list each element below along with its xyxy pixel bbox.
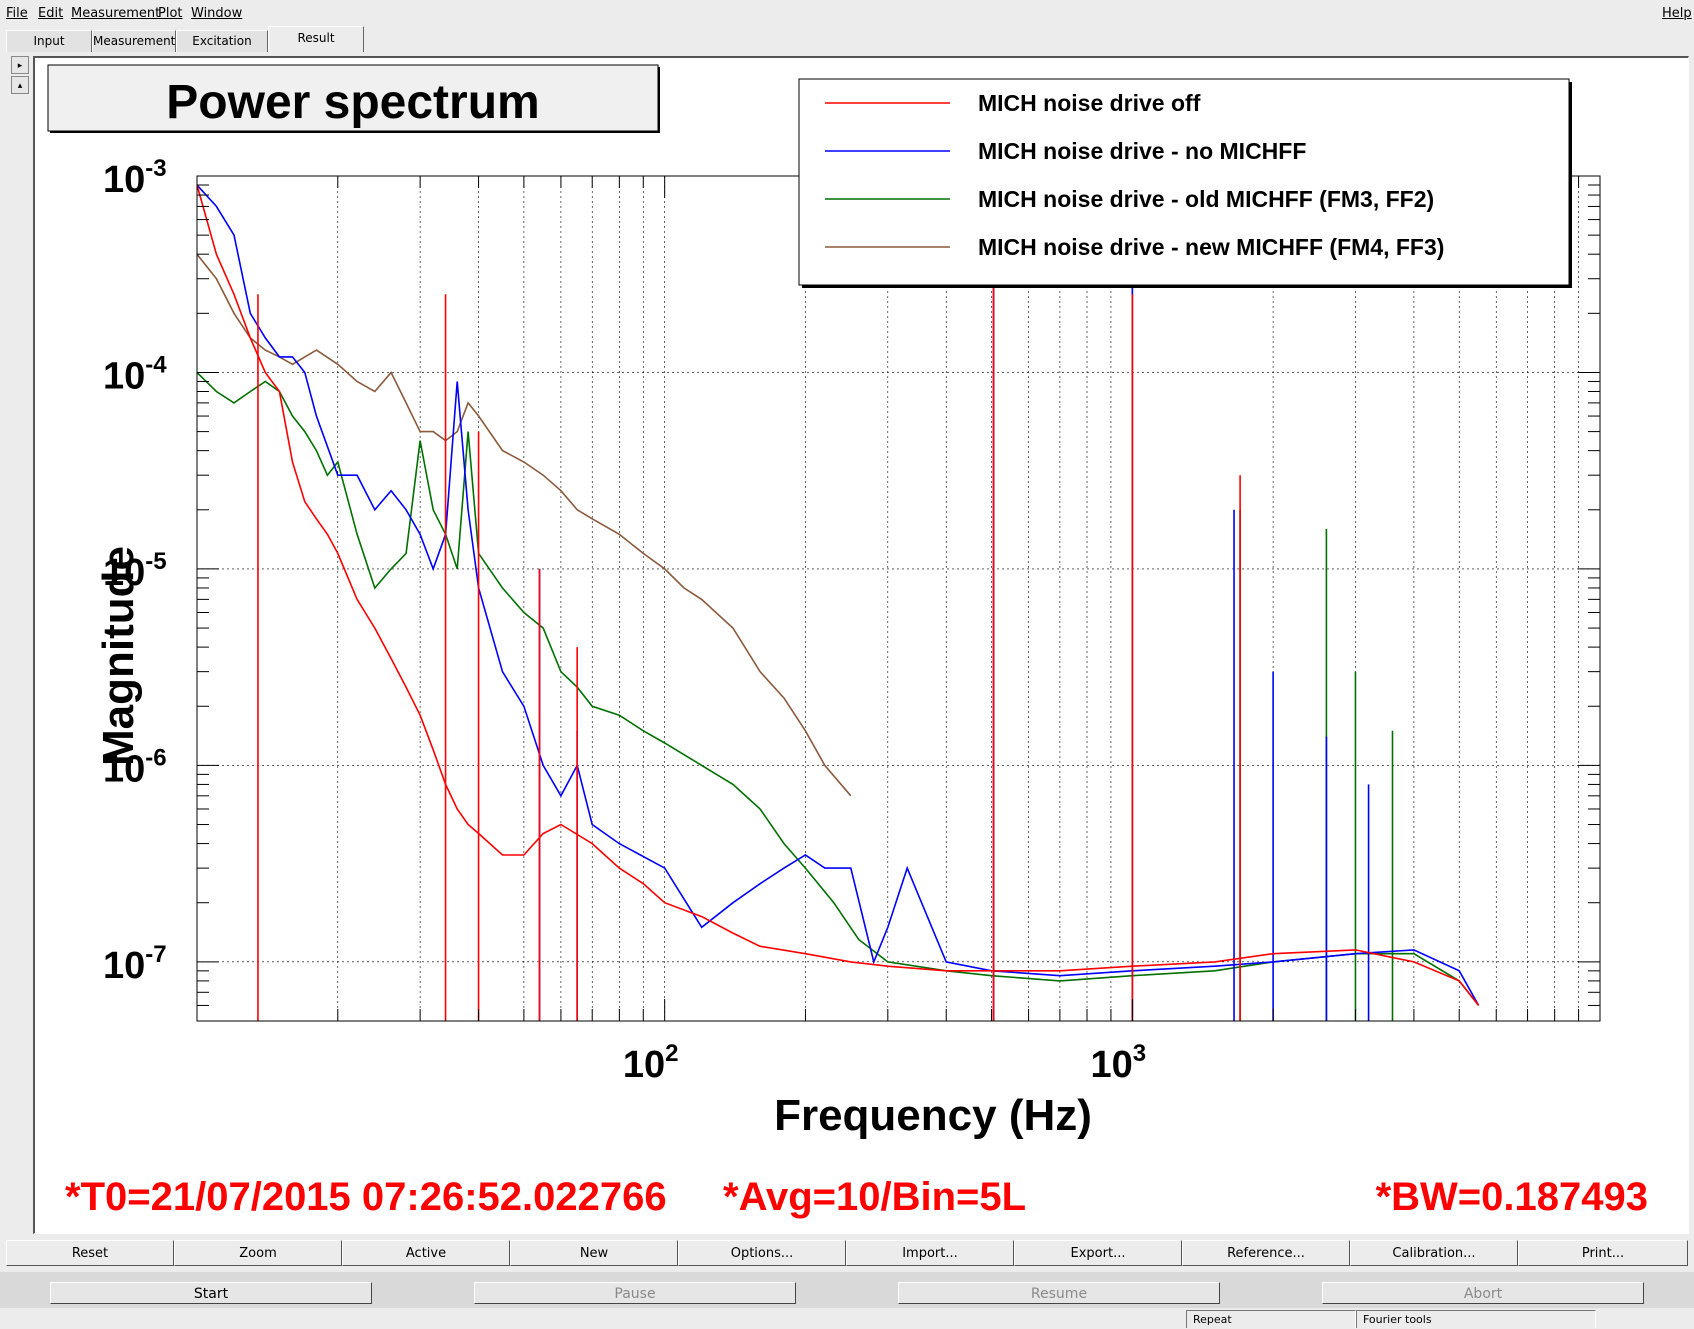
expand-right-icon[interactable]: ▸ xyxy=(11,56,29,74)
series-line-0 xyxy=(197,184,1480,1006)
import-button[interactable]: Import... xyxy=(846,1240,1014,1266)
legend-label-0: MICH noise drive off xyxy=(978,90,1201,116)
series-line-1 xyxy=(197,184,1480,1006)
menu-bar: File Edit Measurement Plot Window Help xyxy=(0,0,1694,26)
menu-help[interactable]: Help xyxy=(1662,6,1692,21)
zoom-button[interactable]: Zoom xyxy=(174,1240,342,1266)
x-tick-label: 102 xyxy=(623,1040,679,1086)
resume-button[interactable]: Resume xyxy=(898,1282,1220,1304)
x-tick-label: 103 xyxy=(1091,1040,1147,1086)
status-bar: Repeat Fourier tools xyxy=(0,1308,1694,1328)
y-tick-label: 10-4 xyxy=(103,351,167,397)
series-line-2 xyxy=(197,371,1480,1006)
menu-window[interactable]: Window xyxy=(191,6,243,21)
y-tick-label: 10-7 xyxy=(103,941,167,987)
start-button[interactable]: Start xyxy=(50,1282,372,1304)
calibration-button[interactable]: Calibration... xyxy=(1350,1240,1518,1266)
options-button[interactable]: Options... xyxy=(678,1240,846,1266)
t0-annotation: *T0=21/07/2015 07:26:52.022766 xyxy=(65,1175,667,1219)
active-button[interactable]: Active xyxy=(342,1240,510,1266)
tab-excitation[interactable]: Excitation xyxy=(176,30,268,52)
menu-plot[interactable]: Plot xyxy=(158,6,183,21)
legend-entries: MICH noise drive off MICH noise drive - n… xyxy=(825,90,1444,260)
series-line-3 xyxy=(197,253,852,797)
title-box xyxy=(47,64,659,132)
legend-label-3: MICH noise drive - new MICHFF (FM4, FF3) xyxy=(978,234,1444,260)
tab-result[interactable]: Result xyxy=(268,26,364,52)
export-button[interactable]: Export... xyxy=(1014,1240,1182,1266)
menu-edit[interactable]: Edit xyxy=(38,6,64,21)
series-layer xyxy=(197,184,1480,1021)
tab-bar: Input Measurement Excitation Result xyxy=(0,26,1694,52)
menu-file[interactable]: File xyxy=(6,6,28,21)
menu-measurement[interactable]: Measurement xyxy=(71,6,161,21)
new-button[interactable]: New xyxy=(510,1240,678,1266)
plot-toolbar: Reset Zoom Active New Options... Import.… xyxy=(6,1240,1690,1266)
bw-annotation: *BW=0.187493 xyxy=(1376,1175,1648,1219)
tab-input[interactable]: Input xyxy=(6,30,92,52)
y-tick-label: 10-3 xyxy=(103,155,167,201)
tab-measurement[interactable]: Measurement xyxy=(92,30,176,52)
reset-button[interactable]: Reset xyxy=(6,1240,174,1266)
legend xyxy=(798,78,1570,286)
avg-annotation: *Avg=10/Bin=5L xyxy=(723,1175,1026,1219)
reference-button[interactable]: Reference... xyxy=(1182,1240,1350,1266)
x-axis-label: Frequency (Hz) xyxy=(774,1091,1092,1140)
status-repeat: Repeat xyxy=(1186,1310,1356,1328)
legend-label-1: MICH noise drive - no MICHFF xyxy=(978,138,1306,164)
y-tick-label: 10-5 xyxy=(103,548,167,594)
pause-button[interactable]: Pause xyxy=(474,1282,796,1304)
status-fourier-tools: Fourier tools xyxy=(1356,1310,1596,1328)
print-button[interactable]: Print... xyxy=(1518,1240,1688,1266)
legend-label-2: MICH noise drive - old MICHFF (FM3, FF2) xyxy=(978,186,1434,212)
chart-title: Power spectrum xyxy=(166,76,539,129)
run-controls: Start Pause Resume Abort xyxy=(0,1272,1694,1308)
abort-button[interactable]: Abort xyxy=(1322,1282,1644,1304)
collapse-up-icon[interactable]: ▴ xyxy=(11,76,29,94)
y-axis-label: Magnitude xyxy=(94,546,143,766)
